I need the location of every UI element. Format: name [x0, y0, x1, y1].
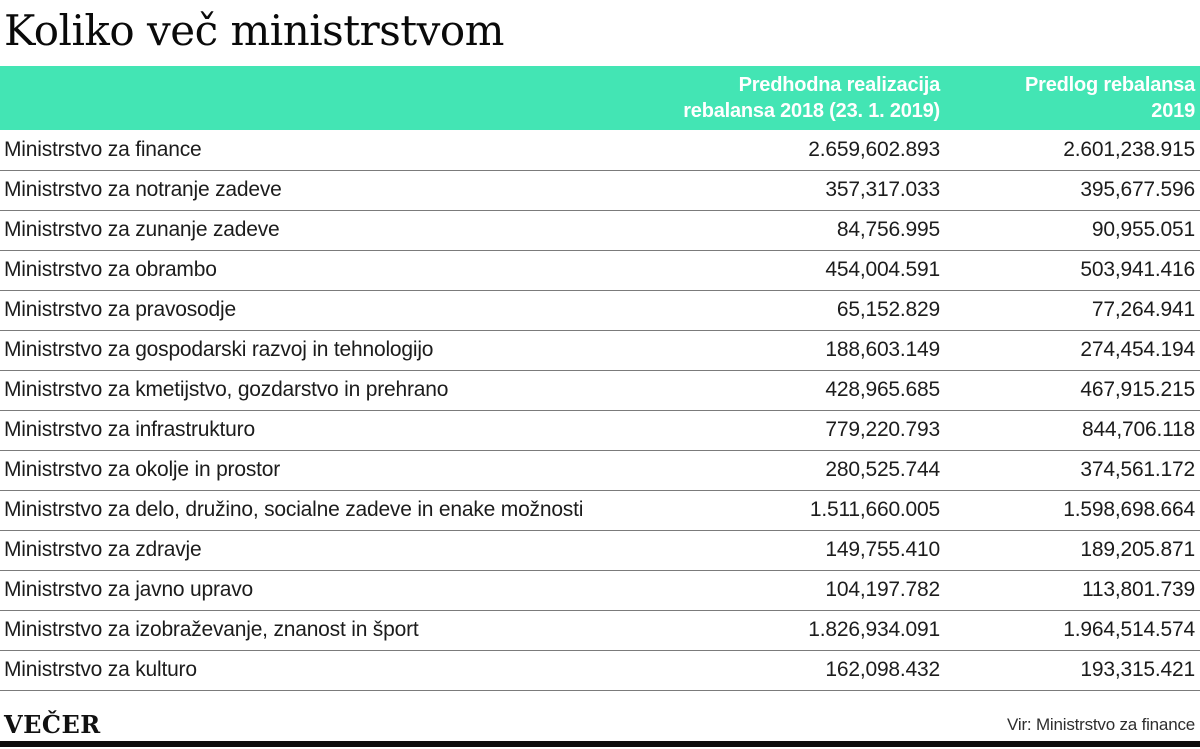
previous-realization-value: 1.511,660.005: [660, 490, 940, 531]
ministry-name: Ministrstvo za pravosodje: [0, 290, 660, 331]
ministry-name: Ministrstvo za kulturo: [0, 650, 660, 691]
previous-realization-value: 280,525.744: [660, 450, 940, 491]
previous-realization-value: 2.659,602.893: [660, 130, 940, 171]
table-row: Ministrstvo za infrastrukturo 779,220.79…: [0, 410, 1200, 451]
ministry-name: Ministrstvo za gospodarski razvoj in teh…: [0, 330, 660, 371]
table-row: Ministrstvo za gospodarski razvoj in teh…: [0, 330, 1200, 371]
ministry-name: Ministrstvo za okolje in prostor: [0, 450, 660, 491]
proposed-rebalance-value: 90,955.051: [940, 210, 1200, 251]
previous-realization-value: 149,755.410: [660, 530, 940, 571]
proposed-rebalance-value: 193,315.421: [940, 650, 1200, 691]
ministry-name: Ministrstvo za zunanje zadeve: [0, 210, 660, 251]
footer: VEČER Vir: Ministrstvo za finance: [0, 708, 1200, 741]
vecer-logo: VEČER: [4, 710, 101, 739]
previous-realization-value: 84,756.995: [660, 210, 940, 251]
ministry-name: Ministrstvo za izobraževanje, znanost in…: [0, 610, 660, 651]
table-row: Ministrstvo za kulturo 162,098.432 193,3…: [0, 650, 1200, 691]
previous-realization-value: 162,098.432: [660, 650, 940, 691]
ministry-name: Ministrstvo za obrambo: [0, 250, 660, 291]
previous-realization-value: 188,603.149: [660, 330, 940, 371]
previous-realization-value: 357,317.033: [660, 170, 940, 211]
table-row: Ministrstvo za okolje in prostor 280,525…: [0, 450, 1200, 491]
ministry-name: Ministrstvo za kmetijstvo, gozdarstvo in…: [0, 370, 660, 411]
ministry-name: Ministrstvo za finance: [0, 130, 660, 171]
proposed-rebalance-value: 374,561.172: [940, 450, 1200, 491]
table-header: Predhodna realizacija rebalansa 2018 (23…: [0, 66, 1200, 130]
proposed-rebalance-value: 467,915.215: [940, 370, 1200, 411]
ministry-name: Ministrstvo za infrastrukturo: [0, 410, 660, 451]
source-note: Vir: Ministrstvo za finance: [1007, 714, 1195, 734]
proposed-rebalance-value: 503,941.416: [940, 250, 1200, 291]
table-row: Ministrstvo za notranje zadeve 357,317.0…: [0, 170, 1200, 211]
previous-realization-value: 779,220.793: [660, 410, 940, 451]
proposed-rebalance-value: 2.601,238.915: [940, 130, 1200, 171]
table-row: Ministrstvo za zunanje zadeve 84,756.995…: [0, 210, 1200, 251]
budget-table: Predhodna realizacija rebalansa 2018 (23…: [0, 66, 1200, 691]
previous-realization-value: 454,004.591: [660, 250, 940, 291]
proposed-rebalance-value: 1.964,514.574: [940, 610, 1200, 651]
table-header-row: Predhodna realizacija rebalansa 2018 (23…: [0, 66, 1200, 130]
table-row: Ministrstvo za kmetijstvo, gozdarstvo in…: [0, 370, 1200, 411]
proposed-rebalance-value: 77,264.941: [940, 290, 1200, 331]
table-row: Ministrstvo za zdravje 149,755.410 189,2…: [0, 530, 1200, 571]
ministry-name: Ministrstvo za zdravje: [0, 530, 660, 571]
previous-realization-value: 428,965.685: [660, 370, 940, 411]
proposed-rebalance-value: 189,205.871: [940, 530, 1200, 571]
table-row: Ministrstvo za finance 2.659,602.893 2.6…: [0, 130, 1200, 171]
bottom-bar: [0, 741, 1200, 747]
header-cell-proposed-rebalance: Predlog rebalansa 2019: [940, 66, 1200, 130]
table-row: Ministrstvo za delo, družino, socialne z…: [0, 490, 1200, 531]
table-body: Ministrstvo za finance 2.659,602.893 2.6…: [0, 130, 1200, 691]
header-cell-empty: [0, 66, 660, 130]
header-cell-previous-realization: Predhodna realizacija rebalansa 2018 (23…: [660, 66, 940, 130]
table-row: Ministrstvo za pravosodje 65,152.829 77,…: [0, 290, 1200, 331]
ministry-name: Ministrstvo za delo, družino, socialne z…: [0, 490, 660, 531]
proposed-rebalance-value: 274,454.194: [940, 330, 1200, 371]
proposed-rebalance-value: 113,801.739: [940, 570, 1200, 611]
proposed-rebalance-value: 844,706.118: [940, 410, 1200, 451]
previous-realization-value: 1.826,934.091: [660, 610, 940, 651]
proposed-rebalance-value: 1.598,698.664: [940, 490, 1200, 531]
proposed-rebalance-value: 395,677.596: [940, 170, 1200, 211]
previous-realization-value: 104,197.782: [660, 570, 940, 611]
previous-realization-value: 65,152.829: [660, 290, 940, 331]
table-row: Ministrstvo za javno upravo 104,197.782 …: [0, 570, 1200, 611]
ministry-name: Ministrstvo za javno upravo: [0, 570, 660, 611]
ministry-name: Ministrstvo za notranje zadeve: [0, 170, 660, 211]
table-row: Ministrstvo za obrambo 454,004.591 503,9…: [0, 250, 1200, 291]
page-title: Koliko več ministrstvom: [4, 6, 504, 55]
table-row: Ministrstvo za izobraževanje, znanost in…: [0, 610, 1200, 651]
